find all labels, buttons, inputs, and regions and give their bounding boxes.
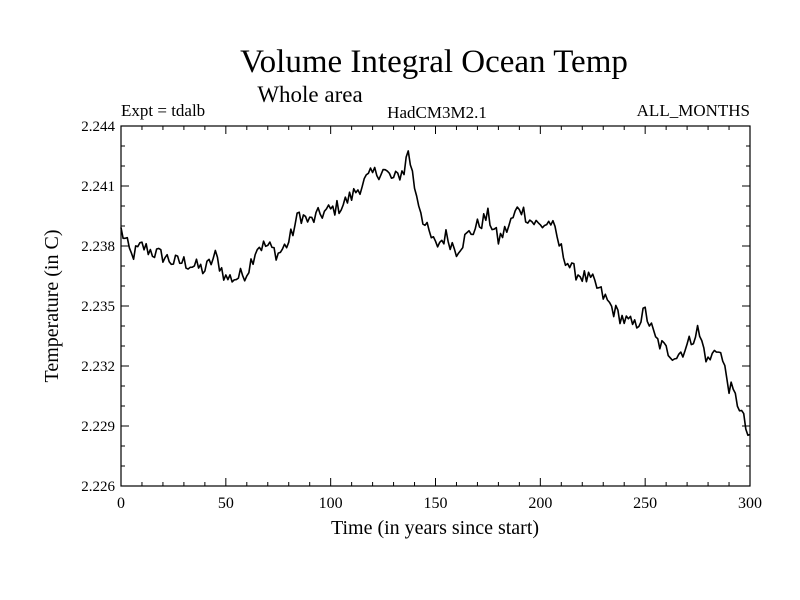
chart-subtitle: Whole area	[257, 82, 362, 107]
y-tick-label: 2.241	[81, 179, 115, 195]
y-tick-labels: 2.226 2.229 2.232 2.235 2.238 2.241 2.244	[81, 119, 115, 495]
x-tick-label: 50	[218, 495, 234, 512]
x-tick-label: 250	[633, 495, 657, 512]
y-tick-label: 2.235	[81, 299, 115, 315]
plot-frame	[120, 125, 751, 487]
axis-ticks	[120, 125, 751, 487]
y-axis-label: Temperature (in C)	[41, 230, 63, 383]
x-tick-labels: 0 50 100 150 200 250 300	[117, 495, 762, 512]
y-tick-label: 2.229	[81, 419, 115, 435]
temperature-series-line	[120, 150, 751, 437]
experiment-label: Expt = tdalb	[121, 101, 205, 120]
x-tick-label: 100	[319, 495, 343, 512]
x-tick-label: 300	[738, 495, 762, 512]
model-label: HadCM3M2.1	[387, 103, 487, 122]
x-tick-label: 150	[424, 495, 448, 512]
months-label: ALL_MONTHS	[637, 101, 750, 120]
y-tick-label: 2.244	[81, 119, 115, 135]
y-tick-label: 2.226	[81, 479, 115, 495]
y-tick-label: 2.232	[81, 359, 115, 375]
chart-title: Volume Integral Ocean Temp	[240, 44, 628, 80]
y-tick-label: 2.238	[81, 239, 115, 255]
x-tick-label: 200	[528, 495, 552, 512]
x-axis-label: Time (in years since start)	[331, 517, 539, 539]
x-tick-label: 0	[117, 495, 125, 512]
